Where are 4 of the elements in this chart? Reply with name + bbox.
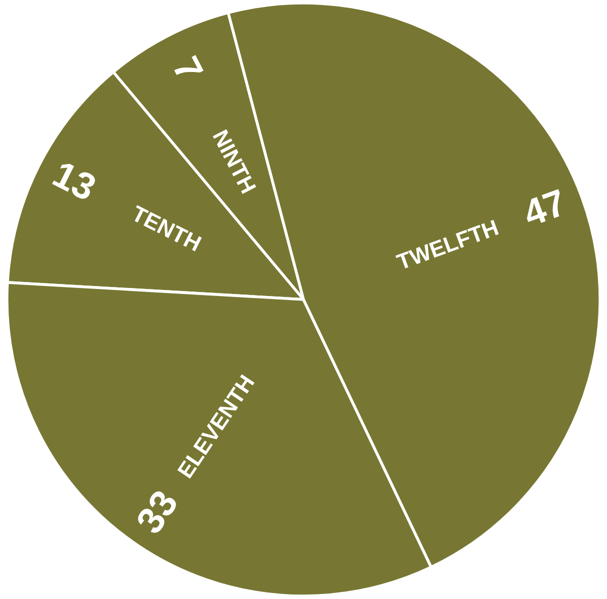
data-label: 7: [172, 55, 204, 82]
data-label: 47: [521, 189, 568, 227]
data-label: 13: [52, 160, 98, 202]
data-label: 33: [134, 488, 179, 536]
